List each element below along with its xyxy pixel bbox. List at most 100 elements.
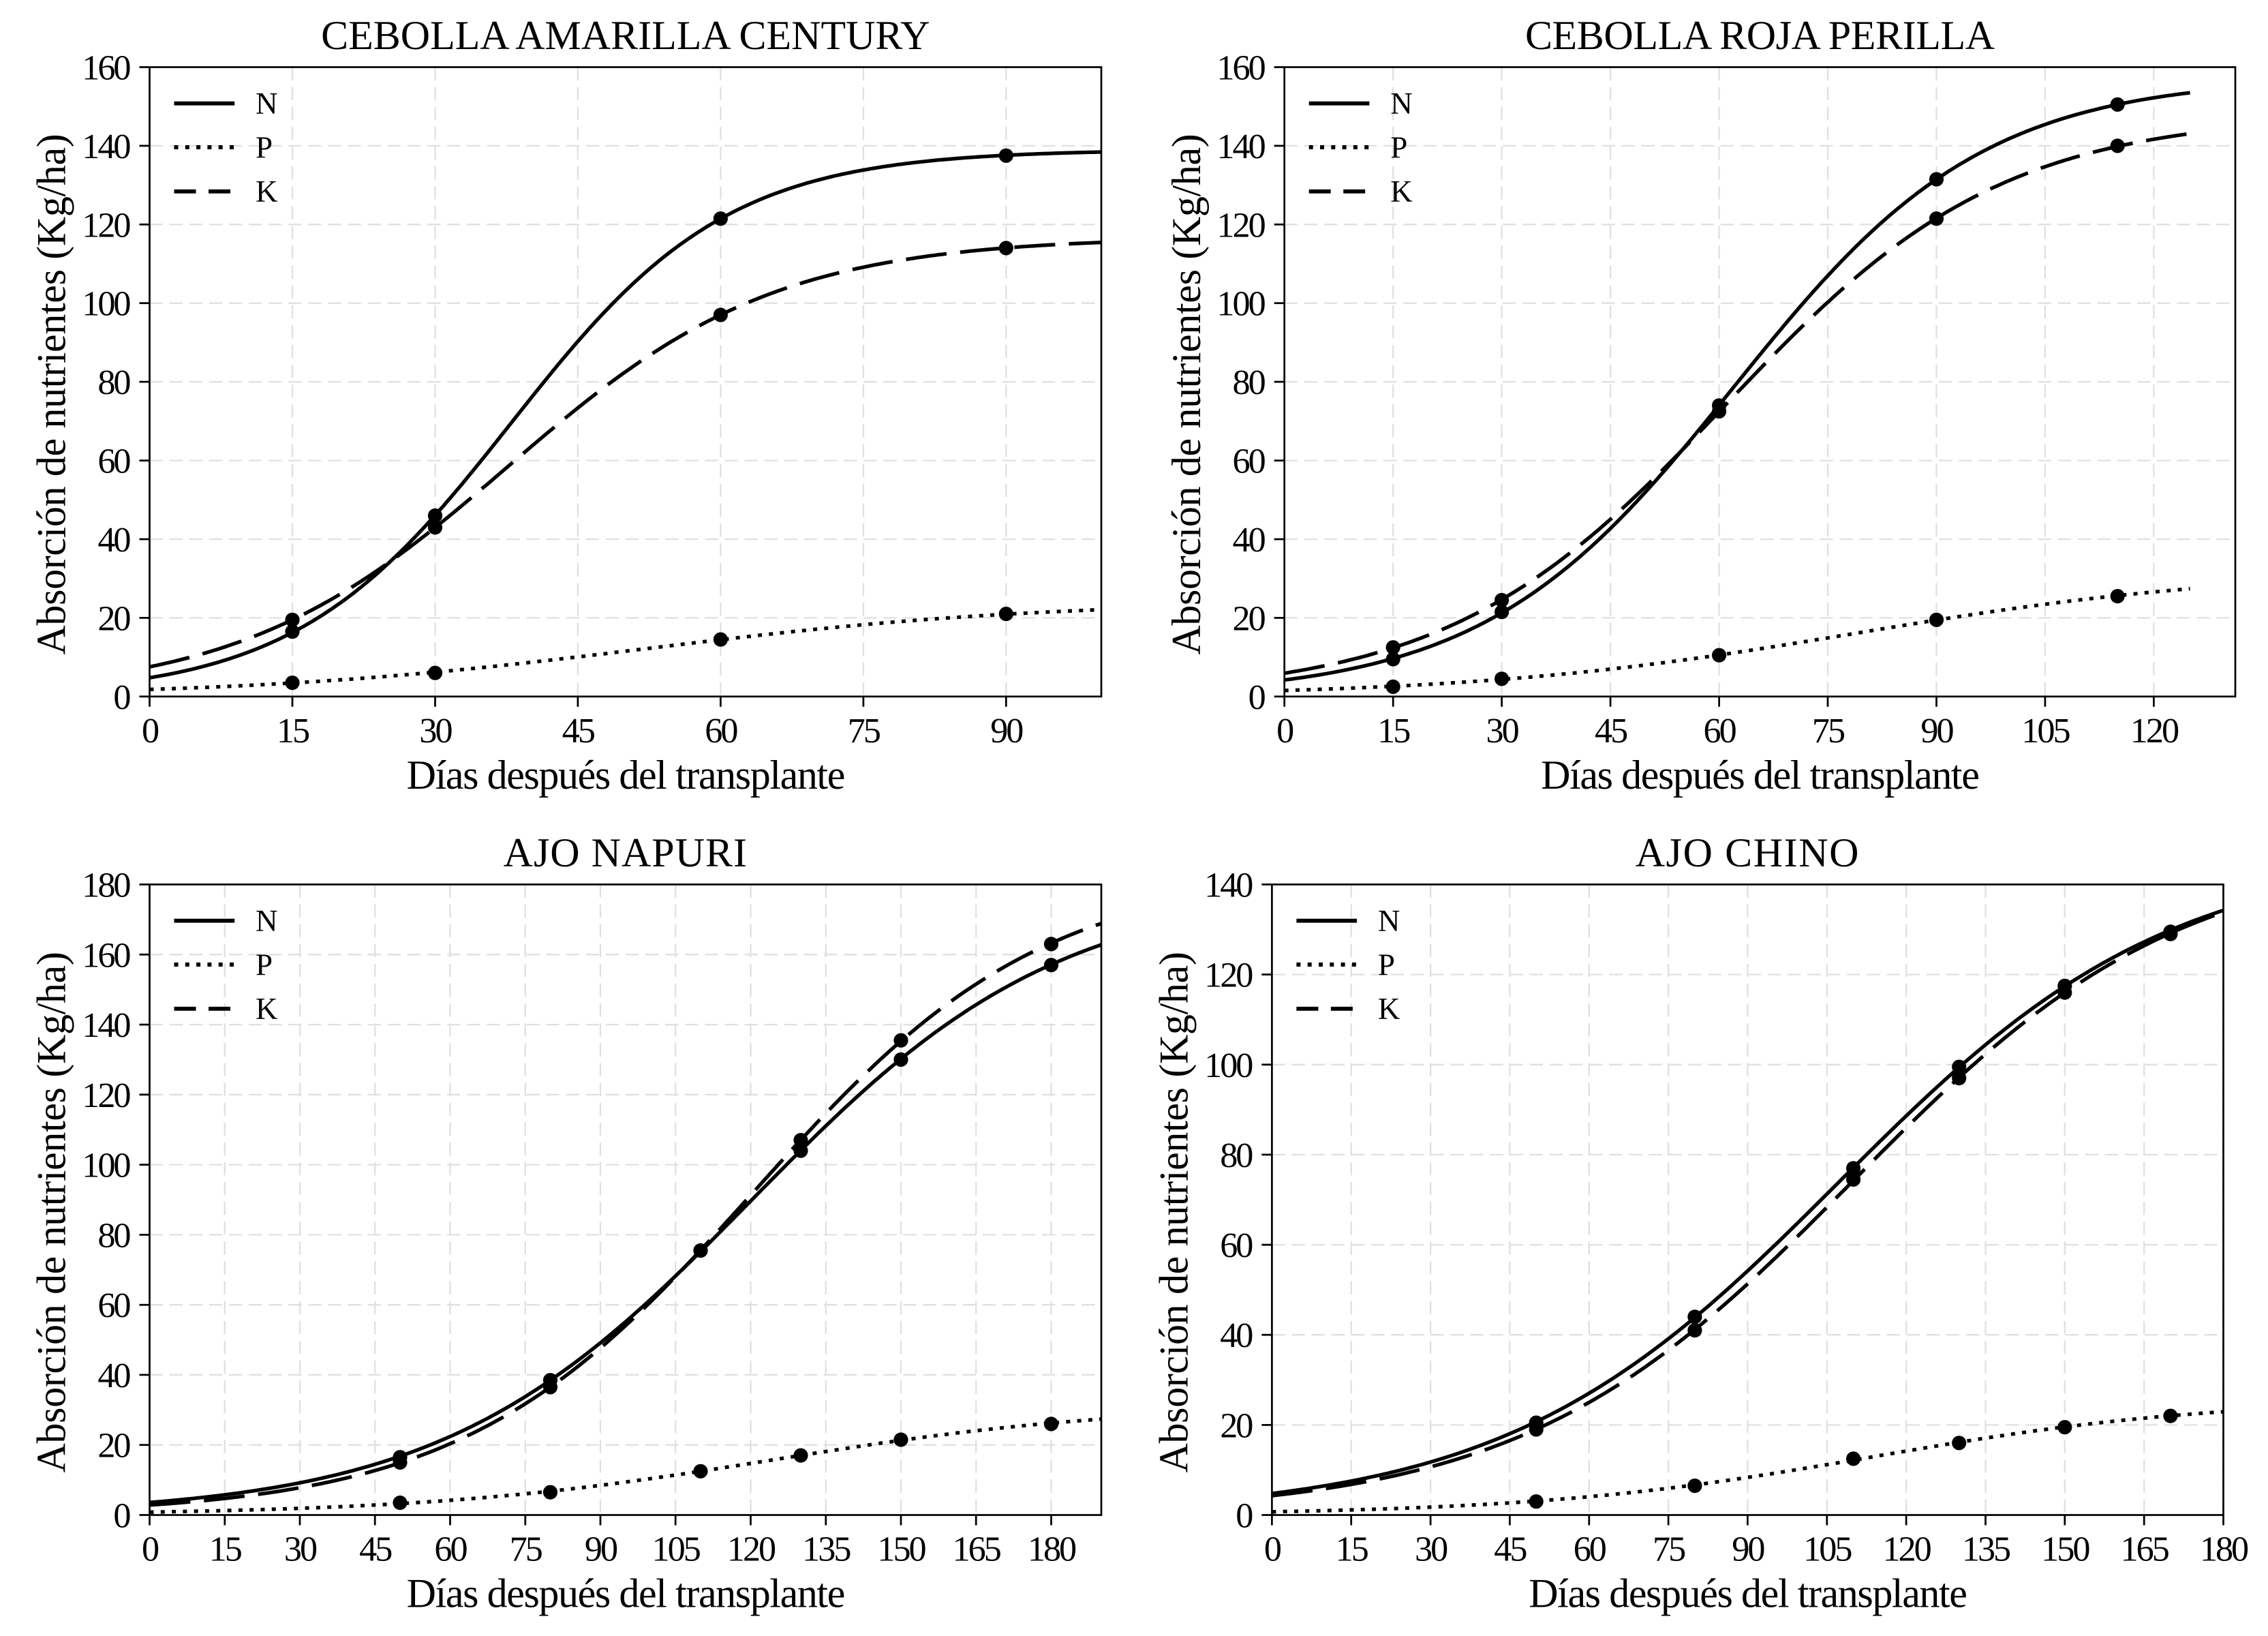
svg-text:Absorción de nutrientes (Kg/ha: Absorción de nutrientes (Kg/ha) [1152, 952, 1197, 1473]
svg-text:45: 45 [1494, 1530, 1527, 1569]
svg-text:P: P [1378, 948, 1395, 982]
svg-text:120: 120 [82, 1076, 130, 1115]
svg-text:30: 30 [1486, 711, 1519, 751]
svg-text:120: 120 [1882, 1530, 1931, 1569]
svg-text:15: 15 [1377, 711, 1410, 751]
svg-text:105: 105 [2021, 711, 2070, 751]
svg-text:60: 60 [705, 711, 737, 751]
svg-text:80: 80 [97, 363, 130, 402]
svg-text:40: 40 [97, 1356, 130, 1395]
svg-text:AJO CHINO: AJO CHINO [1636, 830, 1860, 875]
svg-text:90: 90 [585, 1530, 617, 1569]
svg-text:40: 40 [1233, 520, 1266, 560]
svg-text:80: 80 [1220, 1136, 1253, 1175]
svg-text:K: K [256, 175, 278, 209]
svg-text:15: 15 [209, 1530, 242, 1569]
svg-text:0: 0 [1248, 678, 1266, 717]
svg-text:N: N [256, 904, 278, 938]
svg-text:100: 100 [82, 284, 130, 324]
svg-text:165: 165 [2121, 1530, 2169, 1569]
svg-text:20: 20 [97, 1426, 130, 1466]
svg-text:75: 75 [510, 1530, 542, 1569]
svg-text:60: 60 [1233, 442, 1266, 481]
svg-text:0: 0 [1264, 1530, 1281, 1569]
svg-text:Días después del transplante: Días después del transplante [407, 753, 844, 798]
svg-text:120: 120 [2130, 711, 2179, 751]
svg-text:P: P [256, 130, 273, 164]
svg-text:90: 90 [1732, 1530, 1764, 1569]
svg-text:150: 150 [2041, 1530, 2089, 1569]
svg-text:15: 15 [277, 711, 309, 751]
svg-text:CEBOLLA AMARILLA CENTURY: CEBOLLA AMARILLA CENTURY [321, 13, 930, 58]
svg-text:20: 20 [97, 599, 130, 638]
svg-text:K: K [1390, 175, 1413, 209]
svg-text:60: 60 [1704, 711, 1736, 751]
svg-text:90: 90 [1920, 711, 1953, 751]
svg-text:140: 140 [1204, 866, 1253, 905]
svg-text:60: 60 [97, 442, 130, 481]
svg-text:40: 40 [97, 520, 130, 560]
svg-text:100: 100 [1204, 1046, 1253, 1085]
svg-text:Días después del transplante: Días después del transplante [407, 1571, 844, 1616]
svg-text:20: 20 [1233, 599, 1266, 638]
svg-text:180: 180 [82, 866, 130, 905]
svg-text:80: 80 [97, 1215, 130, 1255]
svg-text:30: 30 [284, 1530, 317, 1569]
svg-text:75: 75 [1812, 711, 1845, 751]
svg-text:75: 75 [1653, 1530, 1685, 1569]
svg-text:120: 120 [1216, 205, 1265, 245]
svg-text:140: 140 [82, 127, 130, 166]
svg-text:90: 90 [990, 711, 1023, 751]
svg-text:N: N [1378, 904, 1400, 938]
svg-text:165: 165 [953, 1530, 1001, 1569]
svg-text:0: 0 [113, 1496, 130, 1536]
svg-text:45: 45 [359, 1530, 392, 1569]
svg-text:0: 0 [142, 1530, 159, 1569]
svg-text:180: 180 [1028, 1530, 1076, 1569]
svg-text:135: 135 [1962, 1530, 2010, 1569]
svg-text:120: 120 [82, 205, 130, 245]
svg-text:60: 60 [1220, 1226, 1253, 1265]
svg-text:Días después del transplante: Días después del transplante [1541, 753, 1978, 798]
svg-text:40: 40 [1220, 1316, 1253, 1355]
svg-text:160: 160 [1216, 48, 1265, 88]
svg-text:P: P [1390, 130, 1407, 164]
svg-text:30: 30 [419, 711, 452, 751]
svg-text:0: 0 [1236, 1496, 1253, 1536]
svg-text:75: 75 [848, 711, 880, 751]
svg-text:140: 140 [1216, 127, 1265, 166]
svg-text:180: 180 [2200, 1530, 2248, 1569]
svg-text:Absorción de nutrientes (Kg/ha: Absorción de nutrientes (Kg/ha) [1164, 134, 1209, 655]
svg-text:0: 0 [142, 711, 159, 751]
svg-text:N: N [1390, 87, 1413, 121]
svg-text:105: 105 [652, 1530, 701, 1569]
svg-text:120: 120 [1204, 956, 1253, 995]
svg-text:150: 150 [877, 1530, 925, 1569]
svg-text:AJO NAPURI: AJO NAPURI [504, 830, 748, 875]
svg-text:160: 160 [82, 48, 130, 88]
svg-text:Días después del transplante: Días después del transplante [1529, 1571, 1966, 1616]
svg-text:N: N [256, 87, 278, 121]
svg-text:60: 60 [434, 1530, 467, 1569]
svg-text:20: 20 [1220, 1406, 1253, 1445]
svg-text:45: 45 [562, 711, 595, 751]
svg-text:K: K [256, 992, 278, 1026]
svg-text:0: 0 [113, 678, 130, 717]
svg-text:80: 80 [1233, 363, 1266, 402]
svg-text:Absorción de nutrientes (Kg/ha: Absorción de nutrientes (Kg/ha) [29, 134, 74, 655]
svg-text:160: 160 [82, 935, 130, 975]
svg-text:100: 100 [82, 1146, 130, 1185]
svg-text:30: 30 [1415, 1530, 1447, 1569]
svg-text:CEBOLLA ROJA PERILLA: CEBOLLA ROJA PERILLA [1525, 13, 1995, 58]
svg-text:Absorción de nutrientes (Kg/ha: Absorción de nutrientes (Kg/ha) [29, 952, 74, 1473]
svg-text:15: 15 [1336, 1530, 1368, 1569]
svg-text:0: 0 [1276, 711, 1293, 751]
svg-text:100: 100 [1216, 284, 1265, 324]
svg-text:K: K [1378, 992, 1400, 1026]
svg-text:140: 140 [82, 1005, 130, 1045]
svg-text:45: 45 [1595, 711, 1627, 751]
svg-text:105: 105 [1803, 1530, 1852, 1569]
svg-text:135: 135 [802, 1530, 850, 1569]
svg-text:P: P [256, 948, 273, 982]
svg-text:60: 60 [1574, 1530, 1606, 1569]
